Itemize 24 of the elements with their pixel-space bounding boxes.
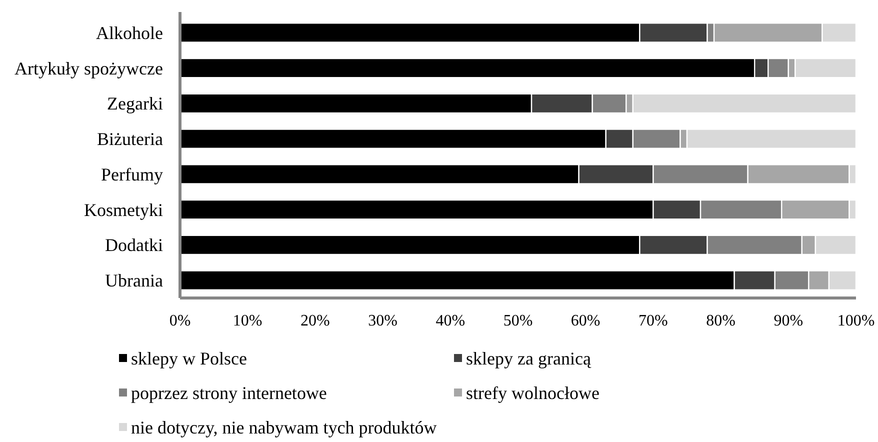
y-tick-label: Ubrania (105, 270, 163, 291)
legend-label: strefy wolnocłowe (466, 382, 600, 403)
x-tick-label: 40% (436, 312, 466, 330)
y-tick-label: Perfumy (101, 164, 163, 184)
x-tick-label: 70% (638, 312, 668, 330)
y-tick-label: Biżuteria (97, 129, 163, 150)
y-tick-label: Dodatki (105, 235, 163, 256)
x-tick-label: 60% (570, 312, 600, 330)
legend-label: nie dotyczy, nie nabywam tych produktów (131, 417, 437, 438)
legend-label: sklepy w Polsce (131, 348, 247, 368)
x-tick-label: 100% (837, 312, 875, 330)
x-tick-label: 80% (706, 312, 736, 330)
legend-label: poprzez strony internetowe (131, 382, 327, 403)
x-tick-label: 0% (169, 312, 191, 330)
legend-label: sklepy za granicą (466, 348, 592, 368)
y-tick-label: Zegarki (107, 94, 163, 114)
x-tick-label: 10% (232, 312, 262, 330)
x-tick-label: 50% (503, 312, 533, 330)
x-tick-label: 90% (774, 312, 804, 330)
x-tick-label: 20% (300, 312, 330, 330)
y-tick-label: Kosmetyki (84, 200, 163, 220)
y-tick-label: Alkohole (96, 22, 163, 43)
y-tick-label: Artykuły spożywcze (14, 58, 163, 78)
x-tick-label: 30% (368, 312, 398, 330)
